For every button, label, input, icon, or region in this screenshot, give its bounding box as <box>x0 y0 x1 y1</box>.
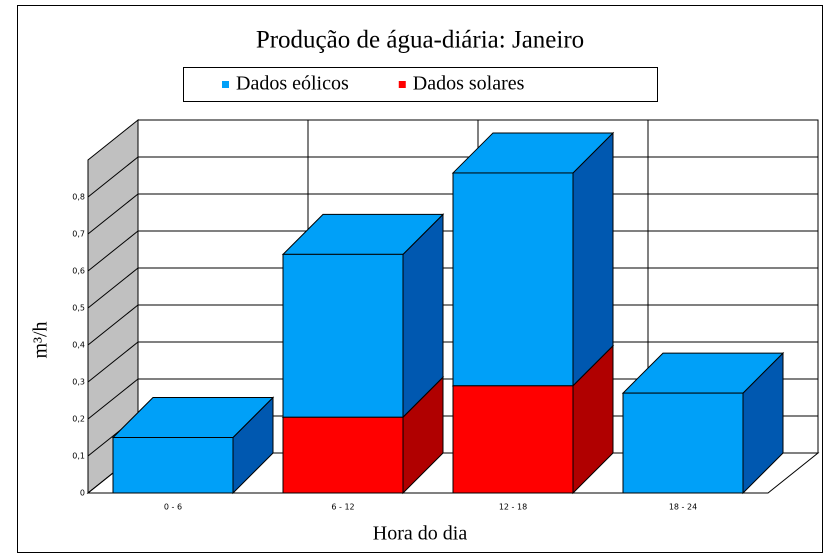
legend-marker <box>222 81 229 88</box>
grid-line <box>87 193 139 235</box>
grid-line <box>87 378 139 420</box>
chart-title: Produção de água-diária: Janeiro <box>256 27 584 54</box>
y-tick-label: 0,7 <box>72 230 85 239</box>
x-tick-label: 0 - 6 <box>164 503 182 512</box>
y-tick-label: 0,1 <box>72 452 85 461</box>
x-tick-label: 18 - 24 <box>669 503 697 512</box>
y-tick-label: 0,2 <box>72 415 85 424</box>
grid-line <box>87 230 139 272</box>
y-tick-label: 0,4 <box>72 341 85 350</box>
bar <box>452 172 574 387</box>
y-tick-label: 0,3 <box>72 378 85 387</box>
legend-label: Dados eólicos <box>236 73 349 95</box>
bar <box>282 253 404 418</box>
y-tick-label: 0,8 <box>72 193 85 202</box>
grid-line <box>87 267 139 309</box>
x-tick-label: 12 - 18 <box>499 503 527 512</box>
legend-box <box>183 67 658 102</box>
bar <box>282 416 404 494</box>
x-tick-label: 6 - 12 <box>331 503 354 512</box>
y-axis-label: m³/h <box>30 321 52 358</box>
bar <box>112 437 234 494</box>
x-axis-label: Hora do dia <box>373 523 468 545</box>
y-tick-label: 0 <box>80 489 85 498</box>
legend-label: Dados solares <box>413 73 525 95</box>
legend-marker <box>398 81 406 88</box>
grid-line <box>87 341 139 383</box>
bar-side <box>572 131 614 387</box>
grid-line <box>87 156 139 198</box>
bar <box>622 392 744 494</box>
y-tick-label: 0,5 <box>72 304 85 313</box>
bar <box>452 385 574 494</box>
y-tick-label: 0,6 <box>72 267 85 276</box>
grid-line <box>87 304 139 346</box>
